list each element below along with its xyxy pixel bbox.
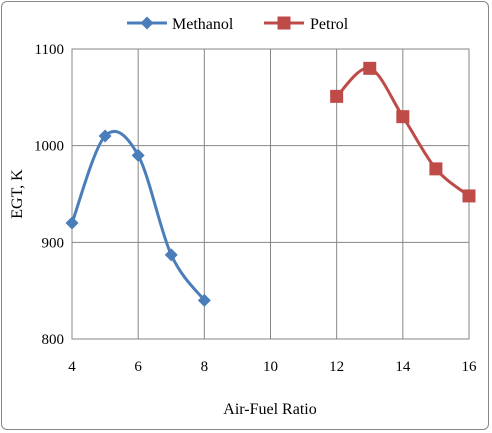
x-tick-label: 14 xyxy=(395,359,411,375)
x-tick-label: 6 xyxy=(134,359,142,375)
legend: Methanol Petrol xyxy=(127,16,349,33)
data-point-methanol xyxy=(197,293,211,307)
x-tick-labels: 4 6 8 10 12 14 16 xyxy=(68,359,477,375)
data-point-petrol xyxy=(396,110,410,124)
x-axis-title: Air-Fuel Ratio xyxy=(223,401,316,418)
legend-label-methanol: Methanol xyxy=(172,16,234,33)
y-tick-label: 1000 xyxy=(34,139,64,155)
data-point-methanol xyxy=(98,129,112,143)
legend-item-petrol: Petrol xyxy=(264,16,349,33)
data-point-methanol xyxy=(164,248,178,262)
x-tick-label: 8 xyxy=(201,359,209,375)
legend-label-petrol: Petrol xyxy=(310,16,349,33)
legend-marker-petrol xyxy=(277,16,291,30)
x-tick-label: 16 xyxy=(462,359,478,375)
legend-marker-methanol xyxy=(140,16,154,30)
data-point-petrol xyxy=(462,189,476,203)
data-point-methanol xyxy=(65,216,79,230)
x-tick-label: 12 xyxy=(329,359,344,375)
data-point-petrol xyxy=(363,61,377,75)
data-point-petrol xyxy=(429,162,443,176)
legend-item-methanol: Methanol xyxy=(127,16,234,33)
data-point-methanol xyxy=(131,148,145,162)
y-tick-labels: 800 900 1000 1100 xyxy=(34,42,64,348)
data-point-petrol xyxy=(330,89,344,103)
grid-lines xyxy=(71,48,470,340)
y-axis-title: EGT, K xyxy=(9,169,26,219)
y-tick-label: 900 xyxy=(42,235,65,251)
series-markers xyxy=(65,61,476,307)
x-tick-label: 4 xyxy=(68,359,76,375)
y-tick-label: 1100 xyxy=(35,42,64,58)
x-tick-label: 10 xyxy=(263,359,278,375)
y-tick-label: 800 xyxy=(42,332,65,348)
